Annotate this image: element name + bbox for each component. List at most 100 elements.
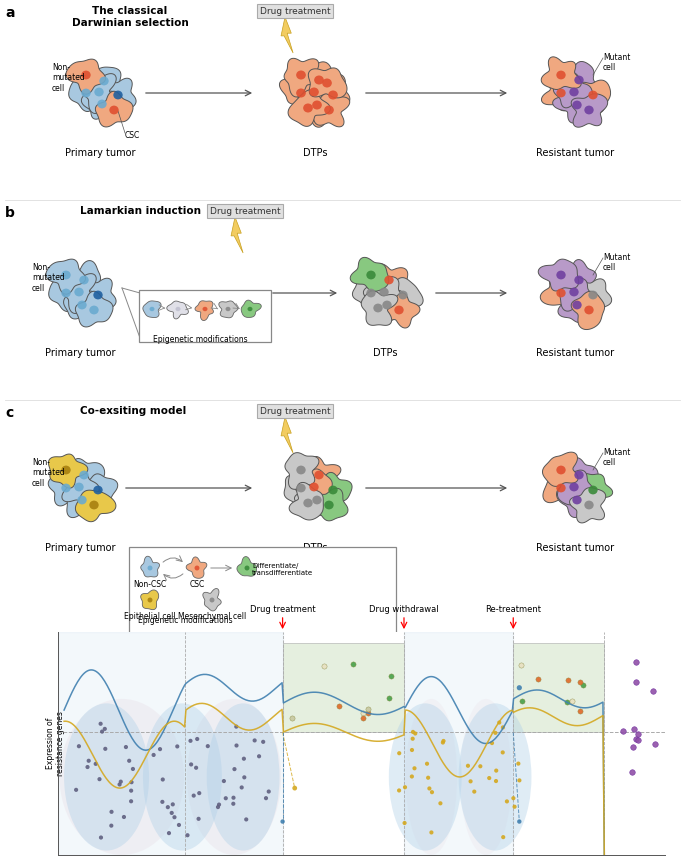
Ellipse shape <box>296 89 306 97</box>
Ellipse shape <box>62 288 71 297</box>
Polygon shape <box>77 474 118 507</box>
Point <box>287 711 298 725</box>
Polygon shape <box>67 480 101 517</box>
Polygon shape <box>292 72 333 108</box>
Point <box>253 749 264 763</box>
Point <box>172 740 183 753</box>
Point <box>514 681 525 695</box>
Ellipse shape <box>406 699 457 855</box>
Polygon shape <box>352 277 390 309</box>
Polygon shape <box>79 278 116 311</box>
Text: Drug treatment: Drug treatment <box>260 406 330 416</box>
Text: Resistant tumor: Resistant tumor <box>536 148 614 158</box>
Ellipse shape <box>195 566 199 571</box>
Point <box>484 771 495 785</box>
Point <box>532 672 543 686</box>
Polygon shape <box>577 474 612 512</box>
Polygon shape <box>559 457 598 494</box>
Ellipse shape <box>62 484 71 492</box>
Point <box>162 800 173 814</box>
Text: Primary tumor: Primary tumor <box>45 543 115 553</box>
Bar <box>513 643 604 733</box>
Point <box>157 795 168 808</box>
Point <box>435 796 446 810</box>
Ellipse shape <box>297 484 306 492</box>
Text: Non-CSC: Non-CSC <box>134 580 166 589</box>
Ellipse shape <box>303 499 312 507</box>
Ellipse shape <box>296 71 306 79</box>
Ellipse shape <box>75 483 84 492</box>
Polygon shape <box>75 291 113 327</box>
Ellipse shape <box>324 106 334 115</box>
Point <box>260 791 271 805</box>
Polygon shape <box>367 289 405 321</box>
Polygon shape <box>62 471 99 502</box>
Point <box>514 815 525 828</box>
Ellipse shape <box>459 703 532 851</box>
Ellipse shape <box>366 270 375 280</box>
Polygon shape <box>573 80 610 113</box>
Polygon shape <box>75 490 116 522</box>
Point <box>575 675 586 689</box>
Polygon shape <box>315 74 350 113</box>
Polygon shape <box>231 217 243 253</box>
Ellipse shape <box>588 486 598 494</box>
Point <box>486 736 497 750</box>
Point <box>99 722 110 736</box>
Point <box>497 746 508 759</box>
Ellipse shape <box>303 103 313 113</box>
Ellipse shape <box>573 300 582 309</box>
FancyBboxPatch shape <box>129 547 396 634</box>
Polygon shape <box>540 273 579 307</box>
Point <box>194 786 205 800</box>
Point <box>517 694 528 708</box>
Text: Mutant
cell: Mutant cell <box>603 253 630 272</box>
Ellipse shape <box>175 307 180 311</box>
Polygon shape <box>541 57 582 90</box>
Polygon shape <box>541 75 578 111</box>
Ellipse shape <box>203 307 208 311</box>
Ellipse shape <box>373 304 383 313</box>
Ellipse shape <box>187 699 281 855</box>
Polygon shape <box>553 72 594 108</box>
Point <box>239 771 250 784</box>
Point <box>289 781 300 795</box>
Polygon shape <box>382 277 423 313</box>
Polygon shape <box>62 274 96 313</box>
Ellipse shape <box>569 88 579 96</box>
Text: a: a <box>5 6 14 20</box>
Ellipse shape <box>64 703 149 851</box>
Ellipse shape <box>584 306 594 314</box>
Polygon shape <box>558 287 595 323</box>
Point <box>100 742 111 756</box>
Text: Resistant tumor: Resistant tumor <box>536 348 614 358</box>
Ellipse shape <box>314 471 324 480</box>
Point <box>465 774 476 788</box>
Point <box>334 699 345 713</box>
Text: CSC: CSC <box>125 131 140 140</box>
Polygon shape <box>350 257 389 291</box>
Polygon shape <box>46 259 86 294</box>
Point <box>469 784 479 798</box>
Ellipse shape <box>149 307 155 311</box>
Text: Mesenchymal cell: Mesenchymal cell <box>178 612 246 621</box>
Point <box>618 724 629 738</box>
Ellipse shape <box>324 500 334 510</box>
Point <box>494 715 505 729</box>
Polygon shape <box>364 276 403 310</box>
Ellipse shape <box>309 88 319 96</box>
Ellipse shape <box>93 291 103 300</box>
Ellipse shape <box>328 90 338 100</box>
Text: Drug treatment: Drug treatment <box>250 605 315 614</box>
Text: Non-
mutated
cell: Non- mutated cell <box>32 458 65 488</box>
Point <box>408 725 419 739</box>
Point <box>475 759 486 773</box>
Text: Drug withdrawal: Drug withdrawal <box>369 605 439 614</box>
Point <box>633 728 644 741</box>
Text: Epigenetic modifications: Epigenetic modifications <box>138 616 233 625</box>
Text: Drug treatment: Drug treatment <box>260 7 330 15</box>
Text: Primary tumor: Primary tumor <box>65 148 135 158</box>
Text: Epigenetic modifications: Epigenetic modifications <box>153 335 247 344</box>
Ellipse shape <box>77 300 87 309</box>
Point <box>438 734 449 748</box>
